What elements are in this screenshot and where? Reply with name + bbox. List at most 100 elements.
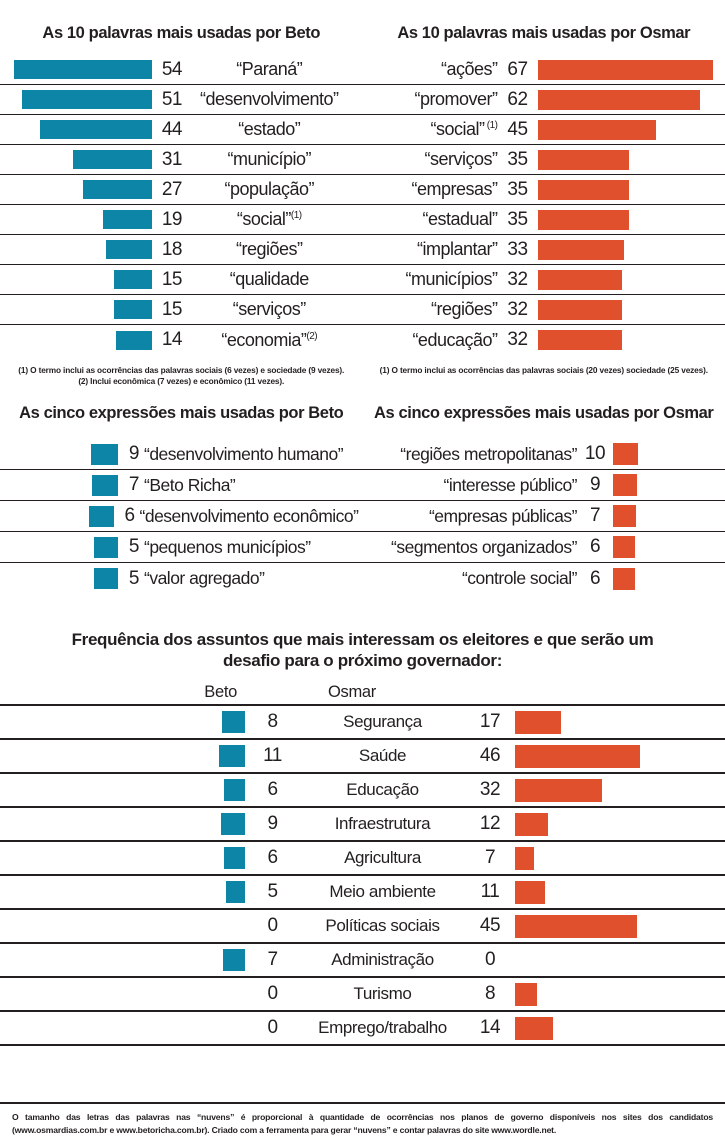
theme-osmar-bar-cell (515, 982, 725, 1006)
beto-word-value: 27 (161, 178, 183, 200)
theme-beto-value: 11 (263, 745, 282, 766)
beto-word-row: 19 “social”(1) (0, 205, 363, 235)
beto-word-row: 27 “população” (0, 175, 363, 205)
osmar-word-bar (537, 89, 700, 110)
osmar-word-value: 62 (507, 88, 528, 110)
beto-word-bar (116, 330, 152, 350)
beto-expression-value: 9 (128, 443, 140, 465)
osmar-word-row: “educação” 32 (363, 325, 725, 355)
osmar-word-bar (537, 179, 629, 200)
beto-word-label: “economia”(2) (221, 329, 318, 350)
beto-expression-label: “valor agregado” (144, 568, 265, 589)
theme-beto-value: 0 (267, 915, 278, 936)
osmar-word-bar (537, 299, 622, 320)
theme-beto-value: 9 (267, 813, 278, 834)
theme-osmar-value: 14 (479, 1017, 501, 1038)
beto-word-value: 15 (161, 298, 183, 320)
osmar-expression-bar-cell (613, 536, 725, 559)
beto-word-label: “social”(1) (236, 209, 302, 229)
theme-label: Infraestrutura (334, 814, 431, 833)
beto-words-panel: As 10 palavras mais usadas por Beto 54 “P… (0, 24, 363, 386)
osmar-expression-row: “controle social” 6 (363, 563, 725, 594)
osmar-word-row: “promover” 62 (362, 85, 725, 115)
beto-word-value: 31 (161, 148, 183, 170)
theme-osmar-value: 0 (484, 949, 496, 970)
theme-osmar-bar (515, 710, 561, 734)
theme-osmar-bar (515, 1016, 553, 1040)
beto-word-row: 51 “desenvolvimento” (0, 85, 363, 115)
beto-expression-value: 6 (124, 505, 135, 527)
osmar-expression-bar (613, 443, 638, 466)
theme-beto-bar (219, 745, 245, 767)
beto-expressions-panel: As cinco expressões mais usadas por Beto… (0, 404, 363, 594)
beto-word-label: “serviços” (232, 299, 307, 319)
osmar-word-row: “estadual” 35 (362, 205, 725, 235)
theme-label: Saúde (358, 746, 407, 765)
beto-expression-bar (94, 568, 118, 590)
theme-beto-bar-cell (0, 745, 245, 767)
theme-osmar-value: 7 (484, 847, 496, 868)
osmar-expression-row: “segmentos organizados” 6 (362, 532, 725, 564)
footnote-marker: (1) (484, 120, 498, 131)
osmar-expression-label: “segmentos organizados” (391, 536, 577, 557)
theme-osmar-bar (515, 846, 534, 870)
theme-beto-bar (223, 949, 245, 971)
themes-table-row: 5 Meio ambiente 11 (0, 876, 725, 910)
beto-word-label: “município” (227, 149, 312, 169)
beto-expression-bar-cell (0, 568, 118, 590)
beto-word-label: “estado” (238, 119, 301, 139)
osmar-words-footnote: (1) O termo inclui as ocorrências das pa… (379, 365, 708, 375)
osmar-word-row: “ações” 67 (362, 55, 725, 85)
osmar-word-bar (537, 239, 624, 260)
osmar-word-bar-cell (537, 89, 725, 110)
beto-word-bar-cell (0, 180, 152, 199)
osmar-expressions-title: As cinco expressões mais usadas por Osma… (374, 404, 714, 423)
osmar-expression-bar-cell (613, 567, 725, 590)
beto-word-value: 44 (161, 118, 183, 140)
beto-expression-bar-cell (0, 474, 118, 496)
beto-word-label: “Paraná” (236, 59, 303, 79)
theme-beto-bar (226, 881, 245, 903)
theme-beto-bar (224, 847, 245, 869)
beto-word-row: 18 “regiões” (0, 235, 363, 265)
osmar-expression-bar (613, 567, 635, 590)
beto-word-bar (22, 90, 152, 109)
themes-table-row: 7 Administração 0 (0, 944, 725, 978)
themes-table-row: 9 Infraestrutura 12 (0, 808, 725, 842)
osmar-expression-bar-cell (613, 443, 725, 466)
osmar-word-value: 33 (507, 238, 528, 260)
beto-word-row: 44 “estado” (0, 115, 363, 145)
osmar-expression-value: 7 (589, 505, 601, 527)
osmar-word-value: 32 (507, 298, 528, 320)
beto-word-bar-cell (0, 240, 152, 259)
osmar-expressions-panel: As cinco expressões mais usadas por Osma… (362, 404, 725, 594)
footnote-marker: (1) (290, 210, 302, 221)
osmar-word-label: “social” (1) (430, 119, 498, 139)
osmar-word-bar-cell (537, 149, 725, 170)
page-footer-note: O tamanho das letras das palavras nas “n… (0, 1102, 725, 1136)
osmar-word-bar-cell (537, 119, 725, 140)
osmar-word-label: “regiões” (430, 299, 498, 319)
beto-word-row: 15 “qualidade (0, 265, 363, 295)
theme-osmar-bar-cell (515, 880, 725, 904)
theme-beto-value: 6 (267, 779, 278, 800)
osmar-word-row: “empresas” 35 (362, 175, 725, 205)
theme-beto-bar-cell (0, 711, 245, 733)
beto-expression-label: “desenvolvimento econômico” (139, 505, 359, 526)
beto-word-row: 54 “Paraná” (0, 55, 363, 85)
osmar-word-bar (537, 149, 629, 170)
theme-osmar-bar-cell (515, 1016, 725, 1040)
theme-osmar-bar-cell (515, 812, 725, 836)
theme-beto-value: 0 (267, 983, 278, 1004)
osmar-word-bar-cell (537, 209, 725, 230)
expressions-section: As cinco expressões mais usadas por Beto… (0, 404, 725, 594)
theme-osmar-bar-cell (515, 710, 725, 734)
theme-osmar-value: 45 (479, 915, 501, 936)
beto-expression-bar (89, 505, 115, 527)
themes-table: 8 Segurança 17 11 Saúde 46 6 Educação 32 9 Infraes… (0, 704, 725, 1046)
osmar-expressions-chart: “regiões metropolitanas” 10 “interesse púb… (362, 439, 725, 594)
beto-word-label: “desenvolvimento” (199, 89, 339, 109)
osmar-expression-value: 9 (589, 474, 601, 496)
theme-beto-bar-cell (0, 949, 245, 971)
